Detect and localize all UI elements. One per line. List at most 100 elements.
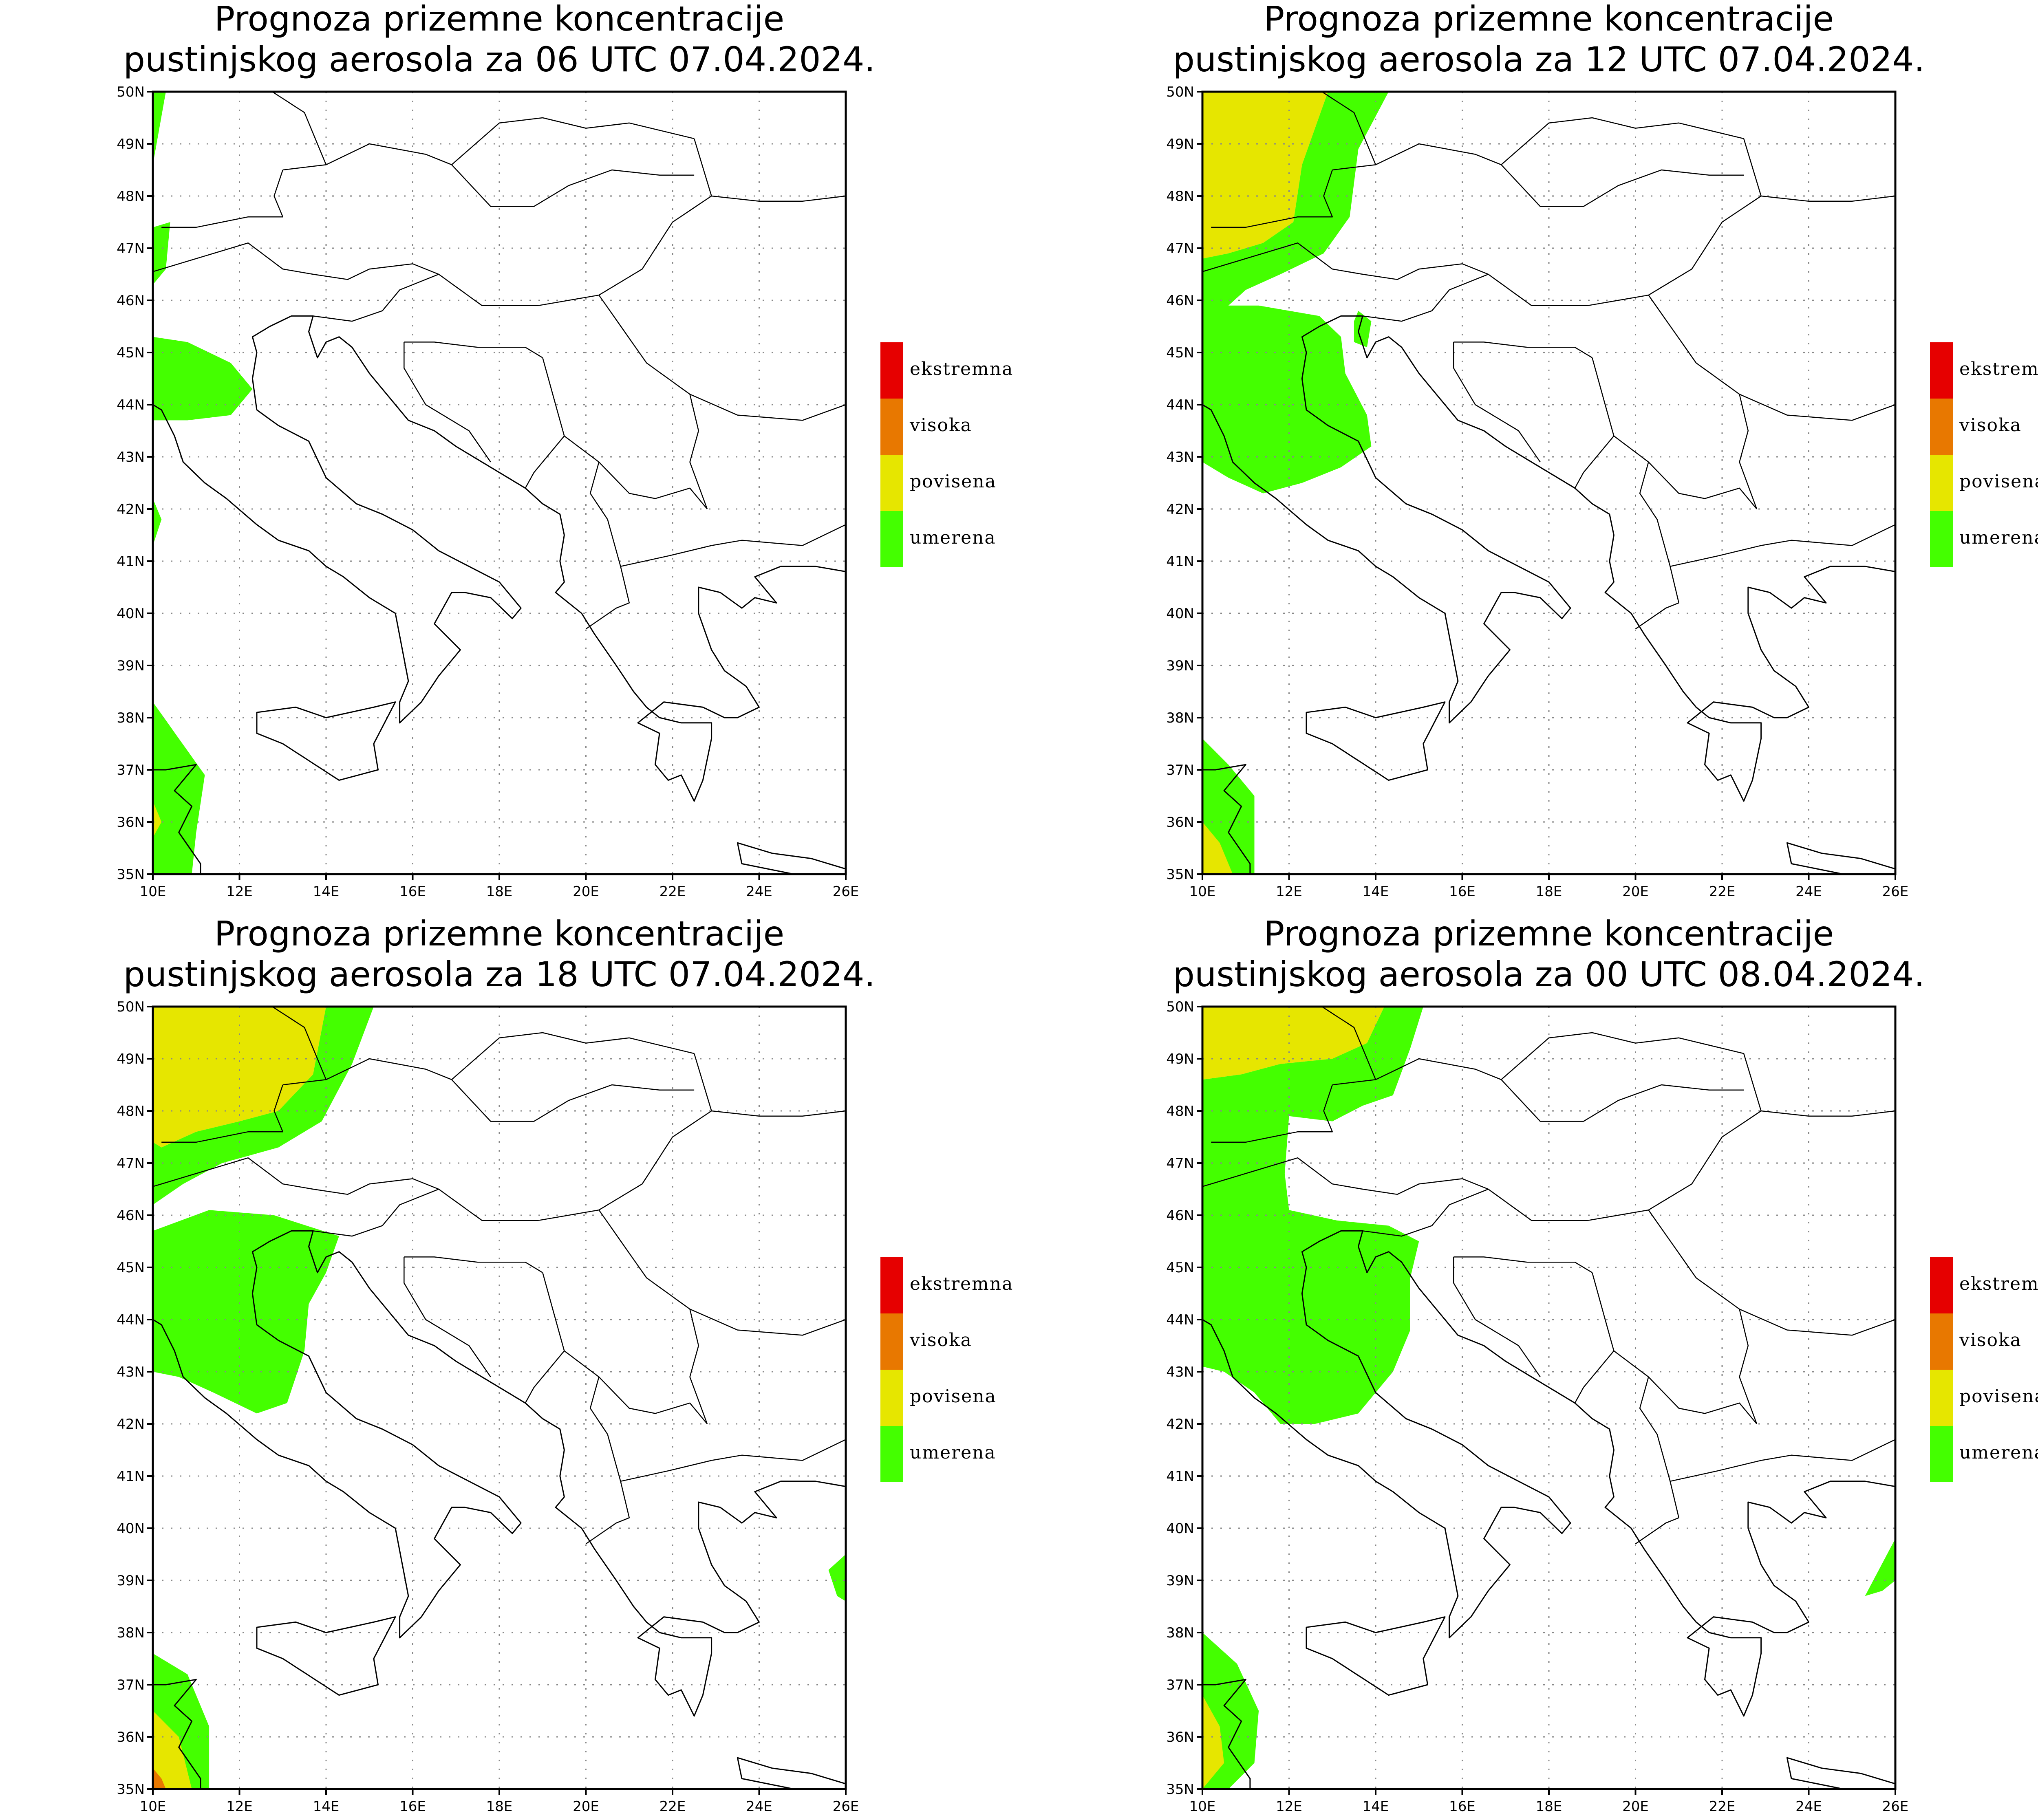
lat-tick-label: 42N bbox=[117, 501, 145, 518]
country-border bbox=[153, 1157, 439, 1195]
country-border bbox=[282, 143, 452, 171]
lat-tick-label: 45N bbox=[1166, 345, 1194, 361]
country-border bbox=[620, 545, 712, 567]
legend-label-ekstremna: ekstremna bbox=[910, 1274, 1013, 1294]
country-border bbox=[1588, 195, 1762, 306]
lat-tick-label: 38N bbox=[117, 1625, 145, 1641]
country-border bbox=[451, 164, 695, 207]
legend-swatch-ekstremna bbox=[1930, 1257, 1953, 1313]
forecast-panel-2: Prognoza prizemne koncentracijepustinjsk… bbox=[1142, 0, 2038, 900]
legend-label-visoka: visoka bbox=[909, 415, 972, 436]
aerosol-area-umerena bbox=[1354, 311, 1372, 348]
country-border bbox=[438, 1188, 538, 1221]
island-outline bbox=[1142, 457, 1185, 535]
country-border bbox=[1588, 1110, 1762, 1221]
country-border bbox=[538, 1110, 712, 1221]
coastline bbox=[1301, 315, 1895, 802]
lon-tick-label: 26E bbox=[1882, 1798, 1909, 1815]
legend-swatch-ekstremna bbox=[880, 1257, 903, 1313]
lat-tick-label: 47N bbox=[117, 240, 145, 257]
lat-tick-label: 39N bbox=[117, 1573, 145, 1589]
legend-swatch-visoka bbox=[1930, 399, 1953, 455]
lon-tick-label: 22E bbox=[659, 1798, 686, 1815]
coastline bbox=[1301, 1230, 1895, 1717]
legend-swatch-povisena bbox=[1930, 1370, 1953, 1426]
country-border bbox=[313, 273, 439, 322]
lat-tick-label: 36N bbox=[117, 1729, 145, 1745]
coastline bbox=[251, 1230, 846, 1717]
country-border bbox=[598, 1210, 708, 1424]
country-border bbox=[538, 195, 712, 306]
country-border bbox=[161, 1084, 284, 1143]
lon-tick-label: 26E bbox=[833, 884, 859, 900]
country-border bbox=[1501, 164, 1744, 207]
lat-tick-label: 38N bbox=[117, 710, 145, 726]
country-border bbox=[271, 92, 327, 165]
map-area bbox=[92, 92, 846, 874]
country-border bbox=[1613, 435, 1757, 509]
lat-tick-label: 47N bbox=[1166, 1155, 1194, 1172]
lat-tick-label: 44N bbox=[117, 1312, 145, 1328]
lon-tick-label: 24E bbox=[746, 884, 772, 900]
lon-tick-label: 18E bbox=[1536, 884, 1562, 900]
island-outline bbox=[92, 457, 135, 535]
lat-tick-label: 41N bbox=[117, 553, 145, 570]
country-border bbox=[711, 524, 846, 546]
aerosol-area-umerena bbox=[153, 1007, 374, 1414]
lon-tick-label: 20E bbox=[1622, 1798, 1649, 1815]
aerosol-area-povisena bbox=[1202, 92, 1328, 259]
country-border bbox=[404, 342, 491, 463]
panel-title-line2: pustinjskog aerosola za 18 UTC 07.04.202… bbox=[124, 954, 876, 994]
lat-tick-label: 48N bbox=[1166, 188, 1194, 205]
country-border bbox=[689, 1309, 846, 1336]
lon-tick-label: 22E bbox=[1709, 1798, 1736, 1815]
legend-label-povisena: povisena bbox=[1959, 471, 2038, 492]
map-area bbox=[1142, 92, 1895, 874]
country-border bbox=[689, 394, 846, 421]
legend-swatch-umerena bbox=[880, 511, 903, 567]
map-area bbox=[153, 1007, 846, 1789]
legend-label-povisena: povisena bbox=[910, 471, 997, 492]
coastline bbox=[153, 1679, 201, 1789]
country-border bbox=[1739, 394, 1895, 421]
lat-tick-label: 49N bbox=[1166, 136, 1194, 152]
aerosol-area-umerena bbox=[153, 498, 162, 546]
lat-tick-label: 43N bbox=[1166, 449, 1194, 465]
legend-label-visoka: visoka bbox=[1959, 1330, 2022, 1351]
aerosol-area-umerena bbox=[1865, 1538, 1895, 1596]
country-border bbox=[564, 1350, 708, 1424]
country-border bbox=[313, 1188, 439, 1237]
country-border bbox=[404, 1256, 543, 1273]
lat-tick-label: 45N bbox=[117, 1260, 145, 1276]
panel-title-line1: Prognoza prizemne koncentracije bbox=[214, 914, 785, 954]
island-outline bbox=[1306, 701, 1446, 781]
aerosol-area-umerena bbox=[153, 222, 170, 285]
coastline bbox=[1202, 1679, 1251, 1789]
lat-tick-label: 49N bbox=[117, 1051, 145, 1067]
country-border bbox=[404, 342, 543, 358]
lat-tick-label: 43N bbox=[117, 1364, 145, 1380]
lon-tick-label: 10E bbox=[1189, 1798, 1216, 1815]
lat-tick-label: 50N bbox=[117, 999, 145, 1015]
lat-tick-label: 36N bbox=[117, 814, 145, 831]
country-border bbox=[1321, 1007, 1376, 1080]
lat-tick-label: 35N bbox=[117, 1781, 145, 1798]
island-outline bbox=[256, 701, 396, 781]
lat-tick-label: 48N bbox=[1166, 1103, 1194, 1119]
lon-tick-label: 12E bbox=[226, 884, 253, 900]
lat-tick-label: 35N bbox=[117, 866, 145, 883]
lat-tick-label: 41N bbox=[1166, 553, 1194, 570]
country-border bbox=[451, 1032, 695, 1080]
lat-tick-label: 50N bbox=[1166, 999, 1194, 1015]
country-border bbox=[1362, 1188, 1489, 1237]
lat-tick-label: 43N bbox=[117, 449, 145, 465]
country-border bbox=[1453, 342, 1541, 463]
country-border bbox=[1362, 273, 1489, 322]
lon-tick-label: 24E bbox=[1795, 884, 1822, 900]
country-border bbox=[693, 1053, 846, 1117]
aerosol-area-povisena bbox=[1202, 822, 1233, 874]
country-border bbox=[564, 435, 708, 509]
island-outline bbox=[737, 1757, 846, 1789]
legend: ekstremna visoka povisena umerena bbox=[880, 342, 1012, 567]
lon-tick-label: 16E bbox=[1449, 1798, 1476, 1815]
